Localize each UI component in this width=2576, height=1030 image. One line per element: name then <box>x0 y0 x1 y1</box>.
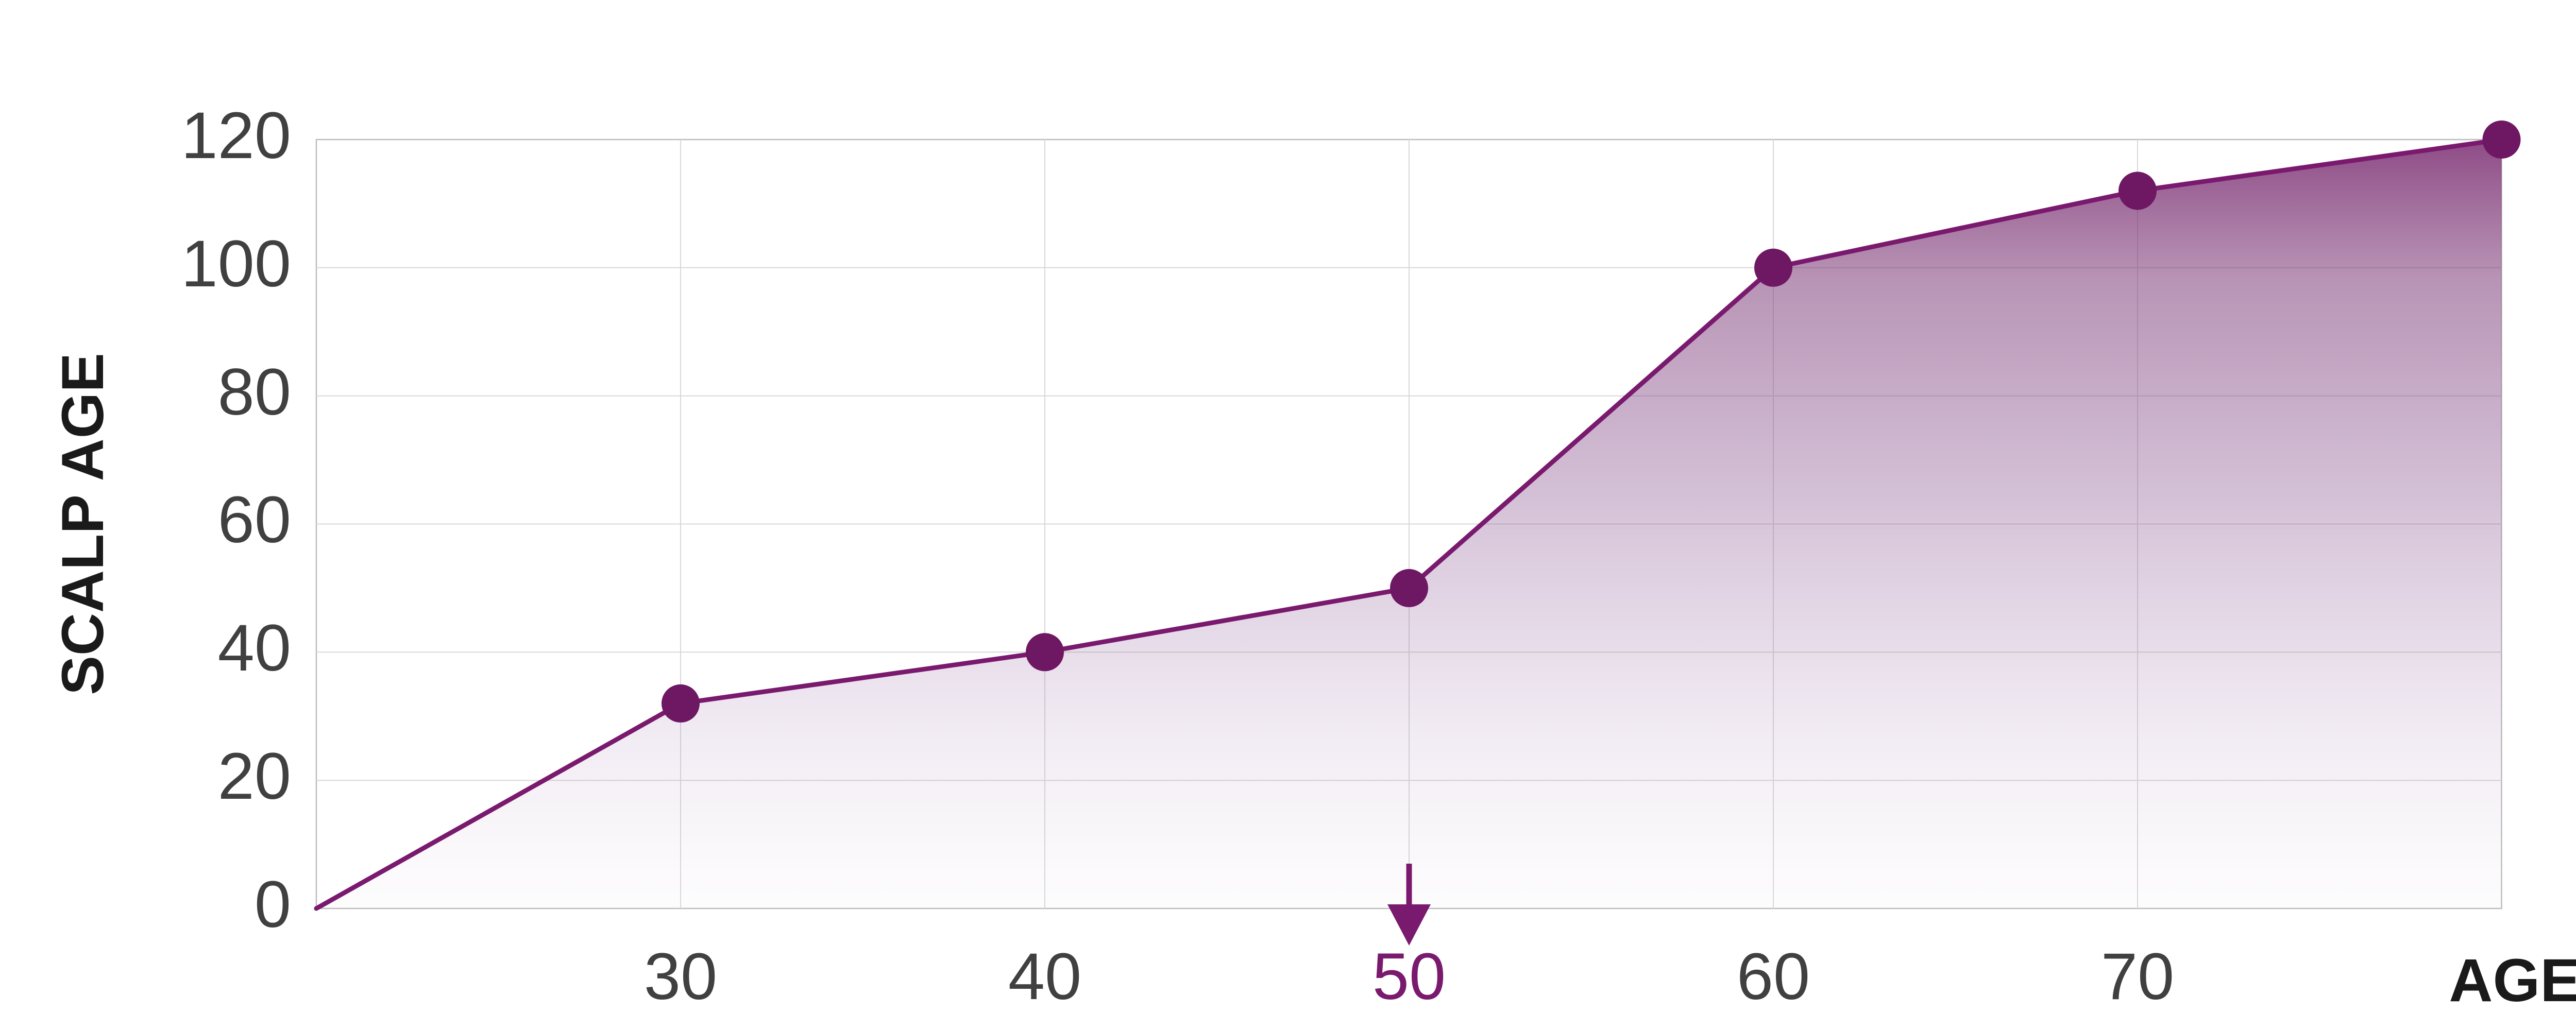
svg-text:0: 0 <box>255 868 291 941</box>
svg-text:120: 120 <box>181 99 291 173</box>
svg-text:20: 20 <box>218 740 291 813</box>
svg-text:100: 100 <box>181 227 291 301</box>
svg-text:SCALP AGE: SCALP AGE <box>50 353 116 695</box>
svg-text:AGE: AGE <box>2449 947 2576 1015</box>
svg-text:60: 60 <box>1737 940 1810 1014</box>
svg-text:60: 60 <box>218 483 291 557</box>
svg-text:40: 40 <box>1008 940 1081 1014</box>
svg-text:30: 30 <box>644 940 717 1014</box>
svg-text:80: 80 <box>218 355 291 429</box>
svg-text:40: 40 <box>218 611 291 685</box>
svg-text:50: 50 <box>1372 940 1446 1014</box>
svg-text:70: 70 <box>2101 940 2174 1014</box>
